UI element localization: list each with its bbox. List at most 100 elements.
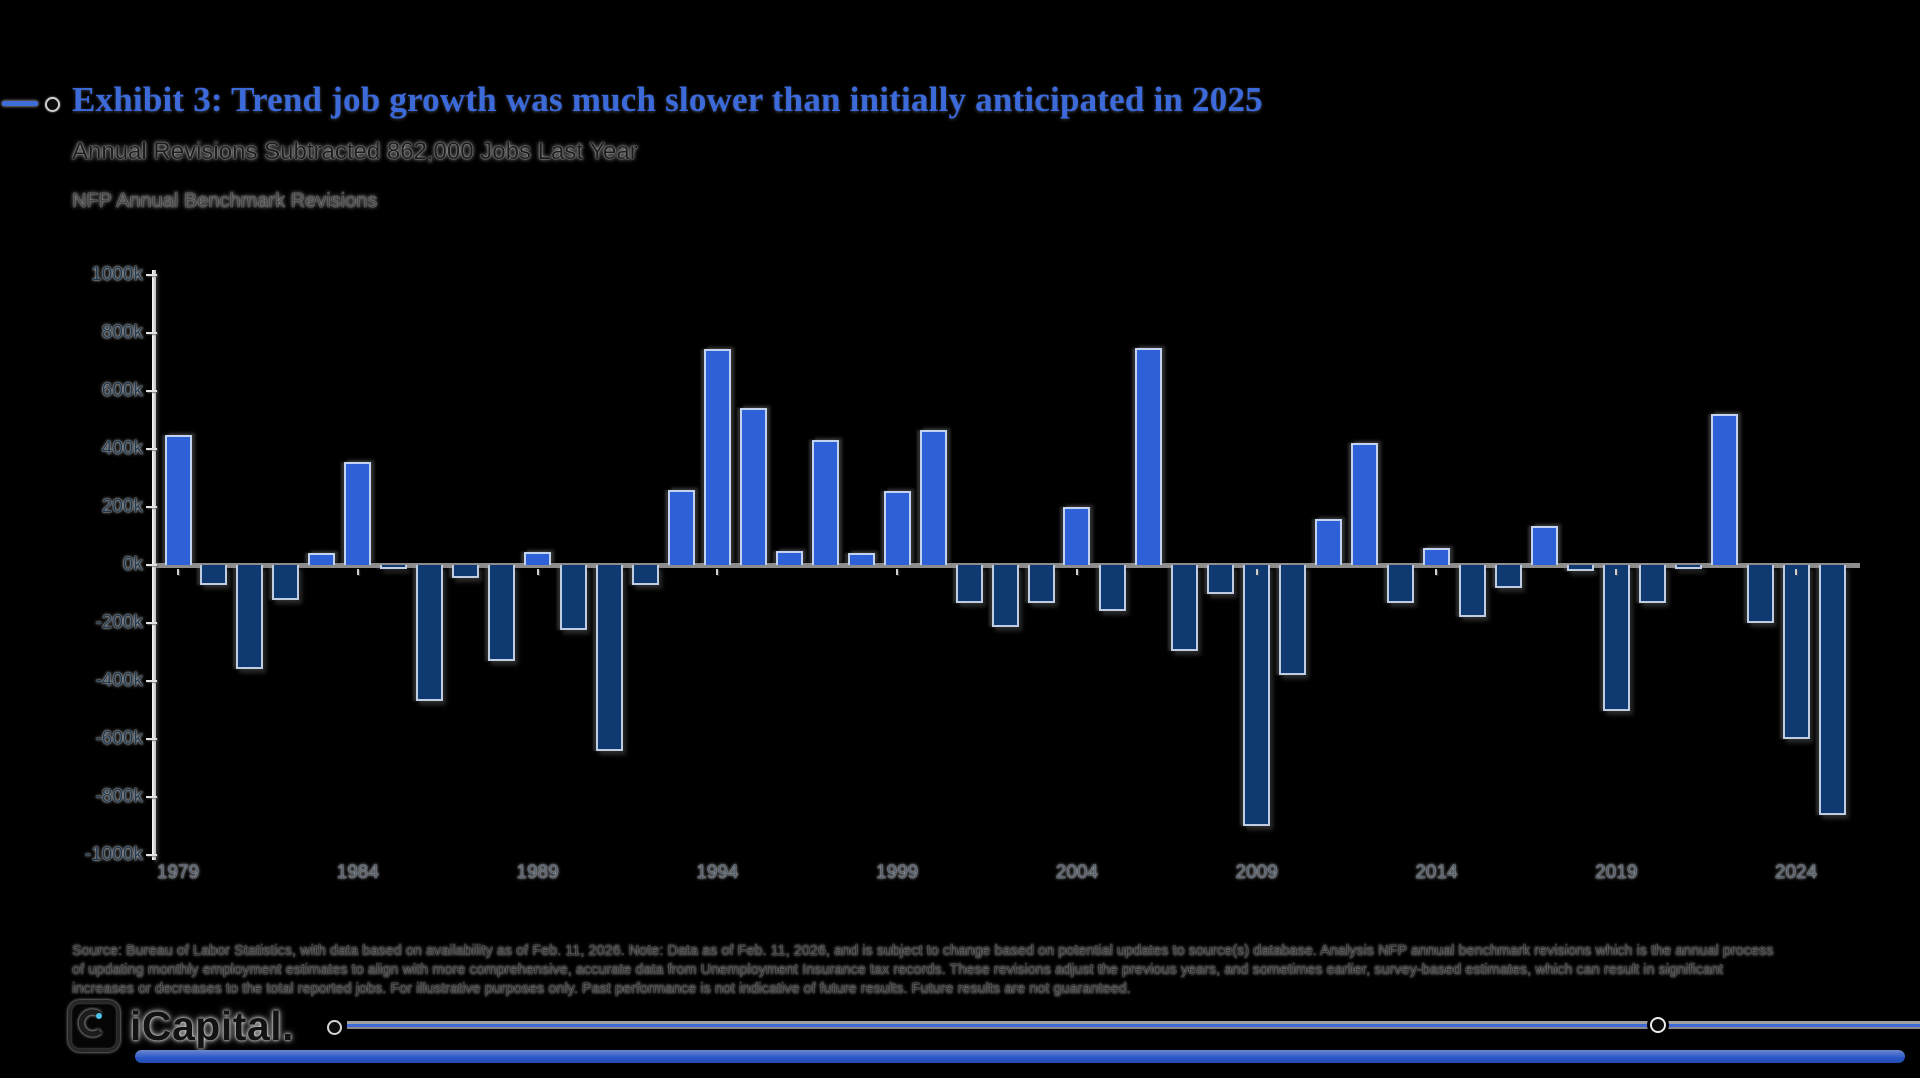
y-tick-mark — [146, 854, 157, 856]
bar-2021 — [1674, 565, 1702, 570]
x-tick-mark — [896, 569, 899, 575]
x-tick-label-1999: 1999 — [875, 862, 919, 883]
y-tick-label: -400k — [95, 670, 143, 691]
bar-2017 — [1530, 525, 1558, 565]
bar-2015 — [1458, 565, 1486, 618]
bar-2019 — [1602, 565, 1630, 712]
x-tick-label-1979: 1979 — [156, 862, 200, 883]
bar-2009 — [1243, 565, 1271, 826]
header-accent-dot — [45, 97, 60, 112]
bar-1991 — [596, 565, 623, 751]
bar-1994 — [703, 349, 731, 565]
source-line: Source: Bureau of Labor Statistics, with… — [72, 943, 1774, 959]
y-tick-label: 1000k — [91, 264, 143, 285]
bar-2001 — [955, 565, 983, 603]
bar-1989 — [524, 551, 552, 565]
bar-1993 — [667, 489, 695, 565]
y-tick-label: 200k — [101, 496, 143, 517]
bar-2004 — [1063, 507, 1091, 565]
x-tick-mark — [1435, 569, 1438, 575]
bar-2023 — [1746, 565, 1774, 623]
y-tick-label: 600k — [101, 380, 143, 401]
bar-1983 — [308, 553, 336, 565]
footer-line-right-dot — [1650, 1017, 1666, 1033]
x-tick-label-2019: 2019 — [1595, 862, 1638, 883]
bar-2003 — [1027, 565, 1055, 603]
y-tick-mark — [146, 448, 157, 450]
bar-1979 — [164, 434, 192, 565]
bar-2025 — [1818, 565, 1846, 815]
y-tick-mark — [146, 622, 157, 624]
bar-1990 — [560, 565, 587, 631]
bar-1992 — [631, 565, 659, 586]
source-line: of updating monthly employment estimates… — [72, 962, 1724, 978]
bar-2011 — [1315, 518, 1343, 565]
bar-1984 — [344, 462, 372, 565]
bar-1987 — [452, 565, 480, 578]
bar-1999 — [883, 491, 911, 565]
x-tick-mark — [1075, 569, 1078, 575]
page-subtitle: Annual Revisions Subtracted 862,000 Jobs… — [72, 138, 638, 165]
bar-2005 — [1099, 565, 1127, 612]
y-tick-mark — [146, 738, 157, 740]
x-tick-mark — [536, 569, 539, 575]
bar-1998 — [847, 553, 875, 565]
icapital-logo: iCapital. — [68, 1000, 294, 1052]
icapital-logo-icon — [68, 1000, 120, 1052]
x-tick-mark — [1795, 569, 1798, 575]
y-tick-label: 0k — [122, 554, 143, 575]
y-tick-mark — [146, 390, 157, 392]
y-tick-label: 800k — [101, 322, 143, 343]
bar-2016 — [1494, 565, 1522, 589]
y-tick-mark — [146, 332, 157, 334]
page-title: Exhibit 3: Trend job growth was much slo… — [72, 80, 1263, 119]
x-tick-label-1994: 1994 — [696, 862, 739, 883]
logo-c-glyph — [78, 1009, 102, 1037]
y-tick-label: -800k — [95, 786, 143, 807]
bar-2010 — [1279, 565, 1307, 676]
bar-2018 — [1566, 565, 1594, 571]
bar-2002 — [991, 565, 1019, 628]
x-tick-label-2009: 2009 — [1235, 862, 1278, 883]
bottom-accent-bar — [135, 1050, 1905, 1063]
bar-2008 — [1207, 565, 1235, 594]
x-tick-mark — [356, 569, 359, 575]
bar-2007 — [1171, 565, 1199, 651]
y-tick-mark — [146, 796, 157, 798]
bar-1981 — [236, 565, 264, 670]
source-note: Source: Bureau of Labor Statistics, with… — [72, 942, 1872, 999]
chart-series-label: NFP Annual Benchmark Revisions — [72, 190, 378, 212]
bar-1986 — [416, 565, 444, 702]
logo-cyan-dot — [96, 1013, 102, 1019]
header-accent-line — [2, 101, 38, 106]
y-tick-label: 400k — [101, 438, 143, 459]
y-tick-mark — [146, 506, 157, 508]
footer-line-left-dot — [327, 1020, 342, 1035]
footer-divider-line — [347, 1021, 1920, 1029]
bar-2000 — [919, 430, 947, 565]
y-tick-mark — [146, 564, 157, 566]
x-tick-label-2014: 2014 — [1415, 862, 1458, 883]
bar-1995 — [739, 408, 767, 565]
bar-1997 — [811, 440, 839, 565]
y-tick-label: -200k — [95, 612, 143, 633]
y-tick-label: -1000k — [84, 844, 143, 865]
bar-2024 — [1782, 565, 1810, 739]
bar-1982 — [272, 565, 300, 600]
bar-1980 — [200, 565, 228, 586]
bar-1988 — [488, 565, 516, 661]
bar-2022 — [1710, 414, 1738, 565]
x-tick-mark — [176, 569, 179, 575]
bar-2012 — [1351, 443, 1379, 565]
source-line: increases or decreases to the total repo… — [72, 981, 1131, 997]
bar-2020 — [1638, 565, 1666, 603]
x-tick-label-1989: 1989 — [516, 862, 559, 883]
x-tick-label-1984: 1984 — [336, 862, 379, 883]
bar-2014 — [1423, 547, 1450, 565]
icapital-wordmark: iCapital. — [130, 1002, 294, 1049]
bar-2006 — [1135, 347, 1163, 565]
bar-1996 — [775, 550, 803, 565]
bar-2013 — [1387, 565, 1414, 603]
